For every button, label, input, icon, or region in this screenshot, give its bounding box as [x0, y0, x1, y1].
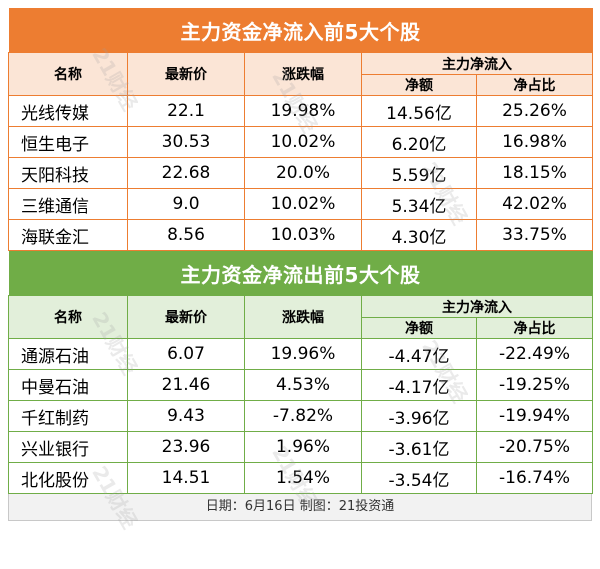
stock-change: 19.96%	[244, 338, 362, 370]
table-row: 中曼石油 21.46 4.53% -4.17亿 -19.25%	[8, 369, 593, 401]
col-header-group: 主力净流入	[361, 52, 593, 75]
stock-ratio: 25.26%	[476, 95, 593, 127]
stock-change: 4.53%	[244, 369, 362, 401]
stock-change: 10.02%	[244, 188, 362, 220]
table-row: 天阳科技 22.68 20.0% 5.59亿 18.15%	[8, 157, 593, 189]
table-row: 光线传媒 22.1 19.98% 14.56亿 25.26%	[8, 95, 593, 127]
stock-price: 22.1	[127, 95, 245, 127]
stock-ratio: 33.75%	[476, 219, 593, 251]
stock-net: 6.20亿	[361, 126, 477, 158]
stock-name: 三维通信	[8, 188, 128, 220]
stock-name: 海联金汇	[8, 219, 128, 251]
table-row: 海联金汇 8.56 10.03% 4.30亿 33.75%	[8, 219, 593, 251]
stock-price: 9.43	[127, 400, 245, 432]
outflow-table: 主力资金净流出前5大个股 名称 最新价 涨跌幅 主力净流入 净额 净占比 通源石…	[8, 251, 593, 494]
stock-name: 北化股份	[8, 462, 128, 494]
stock-price: 14.51	[127, 462, 245, 494]
stock-name: 恒生电子	[8, 126, 128, 158]
table-row: 通源石油 6.07 19.96% -4.47亿 -22.49%	[8, 338, 593, 370]
stock-price: 9.0	[127, 188, 245, 220]
table-row: 三维通信 9.0 10.02% 5.34亿 42.02%	[8, 188, 593, 220]
stock-name: 千红制药	[8, 400, 128, 432]
col-header-group: 主力净流入	[361, 295, 593, 318]
stock-ratio: 18.15%	[476, 157, 593, 189]
stock-price: 8.56	[127, 219, 245, 251]
table-row: 北化股份 14.51 1.54% -3.54亿 -16.74%	[8, 462, 593, 494]
col-header-ratio: 净占比	[476, 317, 593, 339]
stock-price: 6.07	[127, 338, 245, 370]
stock-change: 1.96%	[244, 431, 362, 463]
stock-net: -3.61亿	[361, 431, 477, 463]
stock-price: 21.46	[127, 369, 245, 401]
stock-change: 10.02%	[244, 126, 362, 158]
stock-price: 23.96	[127, 431, 245, 463]
stock-name: 天阳科技	[8, 157, 128, 189]
stock-change: -7.82%	[244, 400, 362, 432]
stock-change: 19.98%	[244, 95, 362, 127]
stock-ratio: 16.98%	[476, 126, 593, 158]
col-header-net: 净额	[361, 74, 477, 96]
stock-net: 14.56亿	[361, 95, 477, 127]
stock-name: 中曼石油	[8, 369, 128, 401]
stock-ratio: -22.49%	[476, 338, 593, 370]
stock-change: 20.0%	[244, 157, 362, 189]
stock-net: -4.47亿	[361, 338, 477, 370]
stock-net: 5.59亿	[361, 157, 477, 189]
stock-ratio: -19.94%	[476, 400, 593, 432]
stock-change: 10.03%	[244, 219, 362, 251]
stock-ratio: -16.74%	[476, 462, 593, 494]
col-header-name: 名称	[8, 52, 128, 96]
col-header-ratio: 净占比	[476, 74, 593, 96]
stock-net: -3.54亿	[361, 462, 477, 494]
table-row: 恒生电子 30.53 10.02% 6.20亿 16.98%	[8, 126, 593, 158]
stock-name: 通源石油	[8, 338, 128, 370]
stock-name: 兴业银行	[8, 431, 128, 463]
footer-caption: 日期：6月16日 制图：21投资通	[8, 494, 592, 521]
stock-ratio: 42.02%	[476, 188, 593, 220]
col-header-change: 涨跌幅	[244, 295, 362, 339]
stock-price: 30.53	[127, 126, 245, 158]
stock-net: 5.34亿	[361, 188, 477, 220]
stock-ratio: -20.75%	[476, 431, 593, 463]
table-row: 千红制药 9.43 -7.82% -3.96亿 -19.94%	[8, 400, 593, 432]
col-header-name: 名称	[8, 295, 128, 339]
col-header-price: 最新价	[127, 295, 245, 339]
col-header-net: 净额	[361, 317, 477, 339]
stock-name: 光线传媒	[8, 95, 128, 127]
stock-net: -4.17亿	[361, 369, 477, 401]
stock-flow-sheet: 主力资金净流入前5大个股 名称 最新价 涨跌幅 主力净流入 净额 净占比 光线传…	[8, 8, 593, 561]
stock-price: 22.68	[127, 157, 245, 189]
stock-change: 1.54%	[244, 462, 362, 494]
stock-net: -3.96亿	[361, 400, 477, 432]
col-header-change: 涨跌幅	[244, 52, 362, 96]
inflow-title: 主力资金净流入前5大个股	[8, 8, 593, 53]
outflow-title: 主力资金净流出前5大个股	[8, 251, 593, 296]
stock-ratio: -19.25%	[476, 369, 593, 401]
inflow-table: 主力资金净流入前5大个股 名称 最新价 涨跌幅 主力净流入 净额 净占比 光线传…	[8, 8, 593, 251]
stock-net: 4.30亿	[361, 219, 477, 251]
col-header-price: 最新价	[127, 52, 245, 96]
table-row: 兴业银行 23.96 1.96% -3.61亿 -20.75%	[8, 431, 593, 463]
